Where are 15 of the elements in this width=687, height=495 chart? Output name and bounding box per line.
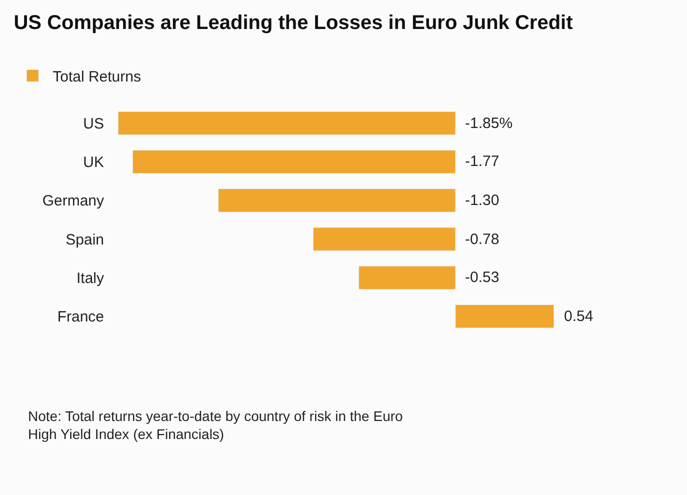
- data-label: -1.85%: [465, 115, 513, 132]
- data-label: 0.54: [564, 308, 594, 325]
- data-label: -1.77: [465, 153, 500, 170]
- data-label: -0.53: [465, 269, 500, 286]
- y-tick-label: Spain: [66, 231, 104, 248]
- y-tick-label: UK: [83, 154, 104, 172]
- legend-label: Total Returns: [52, 68, 141, 86]
- y-tick-label: France: [57, 308, 104, 326]
- y-tick-label: US: [83, 115, 104, 132]
- text: Note: Total returns year-to-date by country of risk in the Euro High Yield Index (ex Financials): [28, 408, 404, 442]
- data-label: -1.30: [465, 192, 500, 209]
- data-label: -0.78: [465, 231, 500, 248]
- y-tick-label: Germany: [42, 192, 104, 210]
- chart-title: US Companies are Leading the Losses in Euro Junk Credit: [14, 12, 574, 34]
- y-tick-label: Italy: [76, 270, 104, 287]
